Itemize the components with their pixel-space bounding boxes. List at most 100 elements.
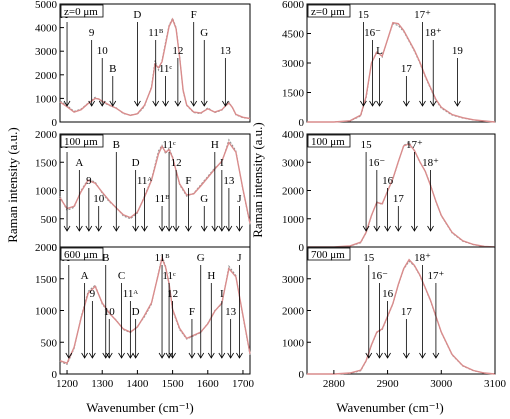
peak-arrowhead: [105, 352, 113, 359]
peak-label: 11ᴮ: [155, 193, 171, 205]
peak-arrowhead: [162, 100, 169, 107]
peak-arrowhead: [158, 225, 166, 232]
peak-arrowhead: [365, 352, 373, 359]
y-tick-label: 1000: [282, 214, 305, 226]
peak-arrowhead: [112, 225, 120, 232]
peak-label: 11ᴬ: [123, 288, 139, 300]
peak-arrowhead: [429, 100, 437, 107]
peak-label: 11ᶜ: [162, 139, 176, 151]
y-tick-label: 4000: [282, 129, 305, 141]
y-tick-label: 0: [52, 369, 58, 381]
y-tick-label: 1000: [35, 186, 58, 198]
peak-label: 10: [97, 45, 109, 57]
peak-arrowhead: [152, 100, 160, 107]
y-tick-label: 3000: [282, 58, 305, 70]
peak-arrowhead: [419, 100, 426, 107]
y-tick-label: 500: [41, 214, 58, 226]
x-tick-label: 1600: [197, 378, 220, 390]
series-fit: [307, 258, 496, 375]
peak-label: 9: [89, 27, 95, 39]
series-fit: [59, 17, 251, 120]
series-fit: [307, 21, 496, 123]
peak-arrowhead: [109, 100, 117, 107]
x-tick-label: 1400: [126, 378, 149, 390]
peak-label: 16: [382, 288, 394, 300]
y-tick-label: 2000: [282, 186, 305, 198]
peak-arrowhead: [403, 100, 410, 107]
panel-label: 600 μm: [64, 249, 98, 261]
x-tick-label: 3100: [484, 378, 507, 390]
peak-label: F: [185, 175, 191, 187]
y-tick-label: 0: [299, 242, 305, 254]
peak-arrowhead: [394, 225, 402, 232]
panel-label-box: [307, 4, 351, 18]
peak-arrowhead: [432, 352, 440, 359]
panel-4: 0 1000 2000 3000 4000 15 16⁻ 16 17 17⁺ 18⁺ 100 μm: [282, 129, 496, 254]
y-tick-label: 500: [41, 337, 58, 349]
y-tick-label: 3000: [282, 157, 305, 169]
peak-arrowhead: [197, 352, 205, 359]
left-x-ticks: 1200 1300 1400 1500 1600 1700: [56, 370, 254, 390]
peak-label: B: [113, 139, 120, 151]
peak-label: 13: [225, 306, 237, 318]
panel-label-box: [307, 247, 351, 261]
peak-arrowhead: [65, 352, 73, 359]
peak-label: 13: [220, 45, 232, 57]
peak-label: H: [207, 270, 215, 282]
peak-arrowhead: [141, 225, 148, 232]
peak-label: J: [237, 252, 242, 264]
peak-arrowhead: [165, 352, 173, 359]
peak-label: 18⁺: [414, 252, 431, 264]
peak-arrowhead: [88, 100, 96, 107]
panel-label-box: [60, 134, 104, 148]
peak-arrowhead: [236, 352, 243, 359]
peak-label: D: [132, 306, 140, 318]
peak-arrowhead: [98, 100, 106, 107]
peak-label: 9: [86, 175, 92, 187]
y-tick-label: 1500: [35, 274, 58, 286]
peak-label: 16⁻: [368, 157, 385, 169]
peak-arrowhead: [185, 225, 192, 232]
peak-label: G: [200, 27, 208, 39]
panel-2: 0500100015002000A⁻A910BC11ᴬD11ᴮ11ᶜ12FGHI…: [35, 242, 251, 381]
peak-label: 10: [93, 193, 105, 205]
peak-label: G: [197, 252, 205, 264]
peak-arrowhead: [373, 225, 381, 232]
peak-arrowhead: [188, 352, 196, 359]
peak-label: 18⁺: [425, 27, 442, 39]
peak-label: I: [220, 288, 224, 300]
peak-label: D: [132, 157, 140, 169]
left-x-axis-title: Wavenumber (cm⁻¹): [86, 400, 194, 415]
x-tick-label: 2900: [377, 378, 400, 390]
peak-label: A: [81, 270, 89, 282]
peak-arrowhead: [427, 225, 434, 232]
peak-label: B: [109, 63, 116, 75]
peak-label: 11ᴮ: [148, 27, 164, 39]
y-tick-label: 0: [299, 369, 305, 381]
peak-label: D: [133, 9, 141, 21]
x-tick-label: 2800: [323, 378, 346, 390]
y-tick-label: 0: [52, 117, 58, 129]
peak-arrowhead: [376, 352, 383, 359]
peak-arrowhead: [165, 225, 173, 232]
panel-label: z=0 μm: [311, 6, 345, 18]
peak-arrowhead: [411, 225, 418, 232]
panel-label: 100 μm: [64, 136, 98, 148]
y-tick-label: 2000: [282, 306, 305, 318]
y-tick-label: 1000: [282, 337, 305, 349]
peak-arrowhead: [222, 100, 229, 107]
peak-label: 15: [363, 252, 375, 264]
peak-label: A: [75, 157, 83, 169]
peak-arrowhead: [63, 100, 71, 107]
left-y-axis-title: Raman intensity (a.u.): [5, 127, 20, 243]
y-tick-label: 1500: [35, 157, 58, 169]
peak-label: 9: [90, 288, 96, 300]
peak-arrowhead: [89, 352, 96, 359]
y-tick-label: 0: [52, 242, 58, 254]
x-tick-label: 3000: [430, 378, 453, 390]
panel-label-box: [60, 247, 104, 261]
x-tick-label: 1300: [91, 378, 114, 390]
peak-arrowhead: [132, 352, 139, 359]
peak-label: I: [220, 157, 224, 169]
